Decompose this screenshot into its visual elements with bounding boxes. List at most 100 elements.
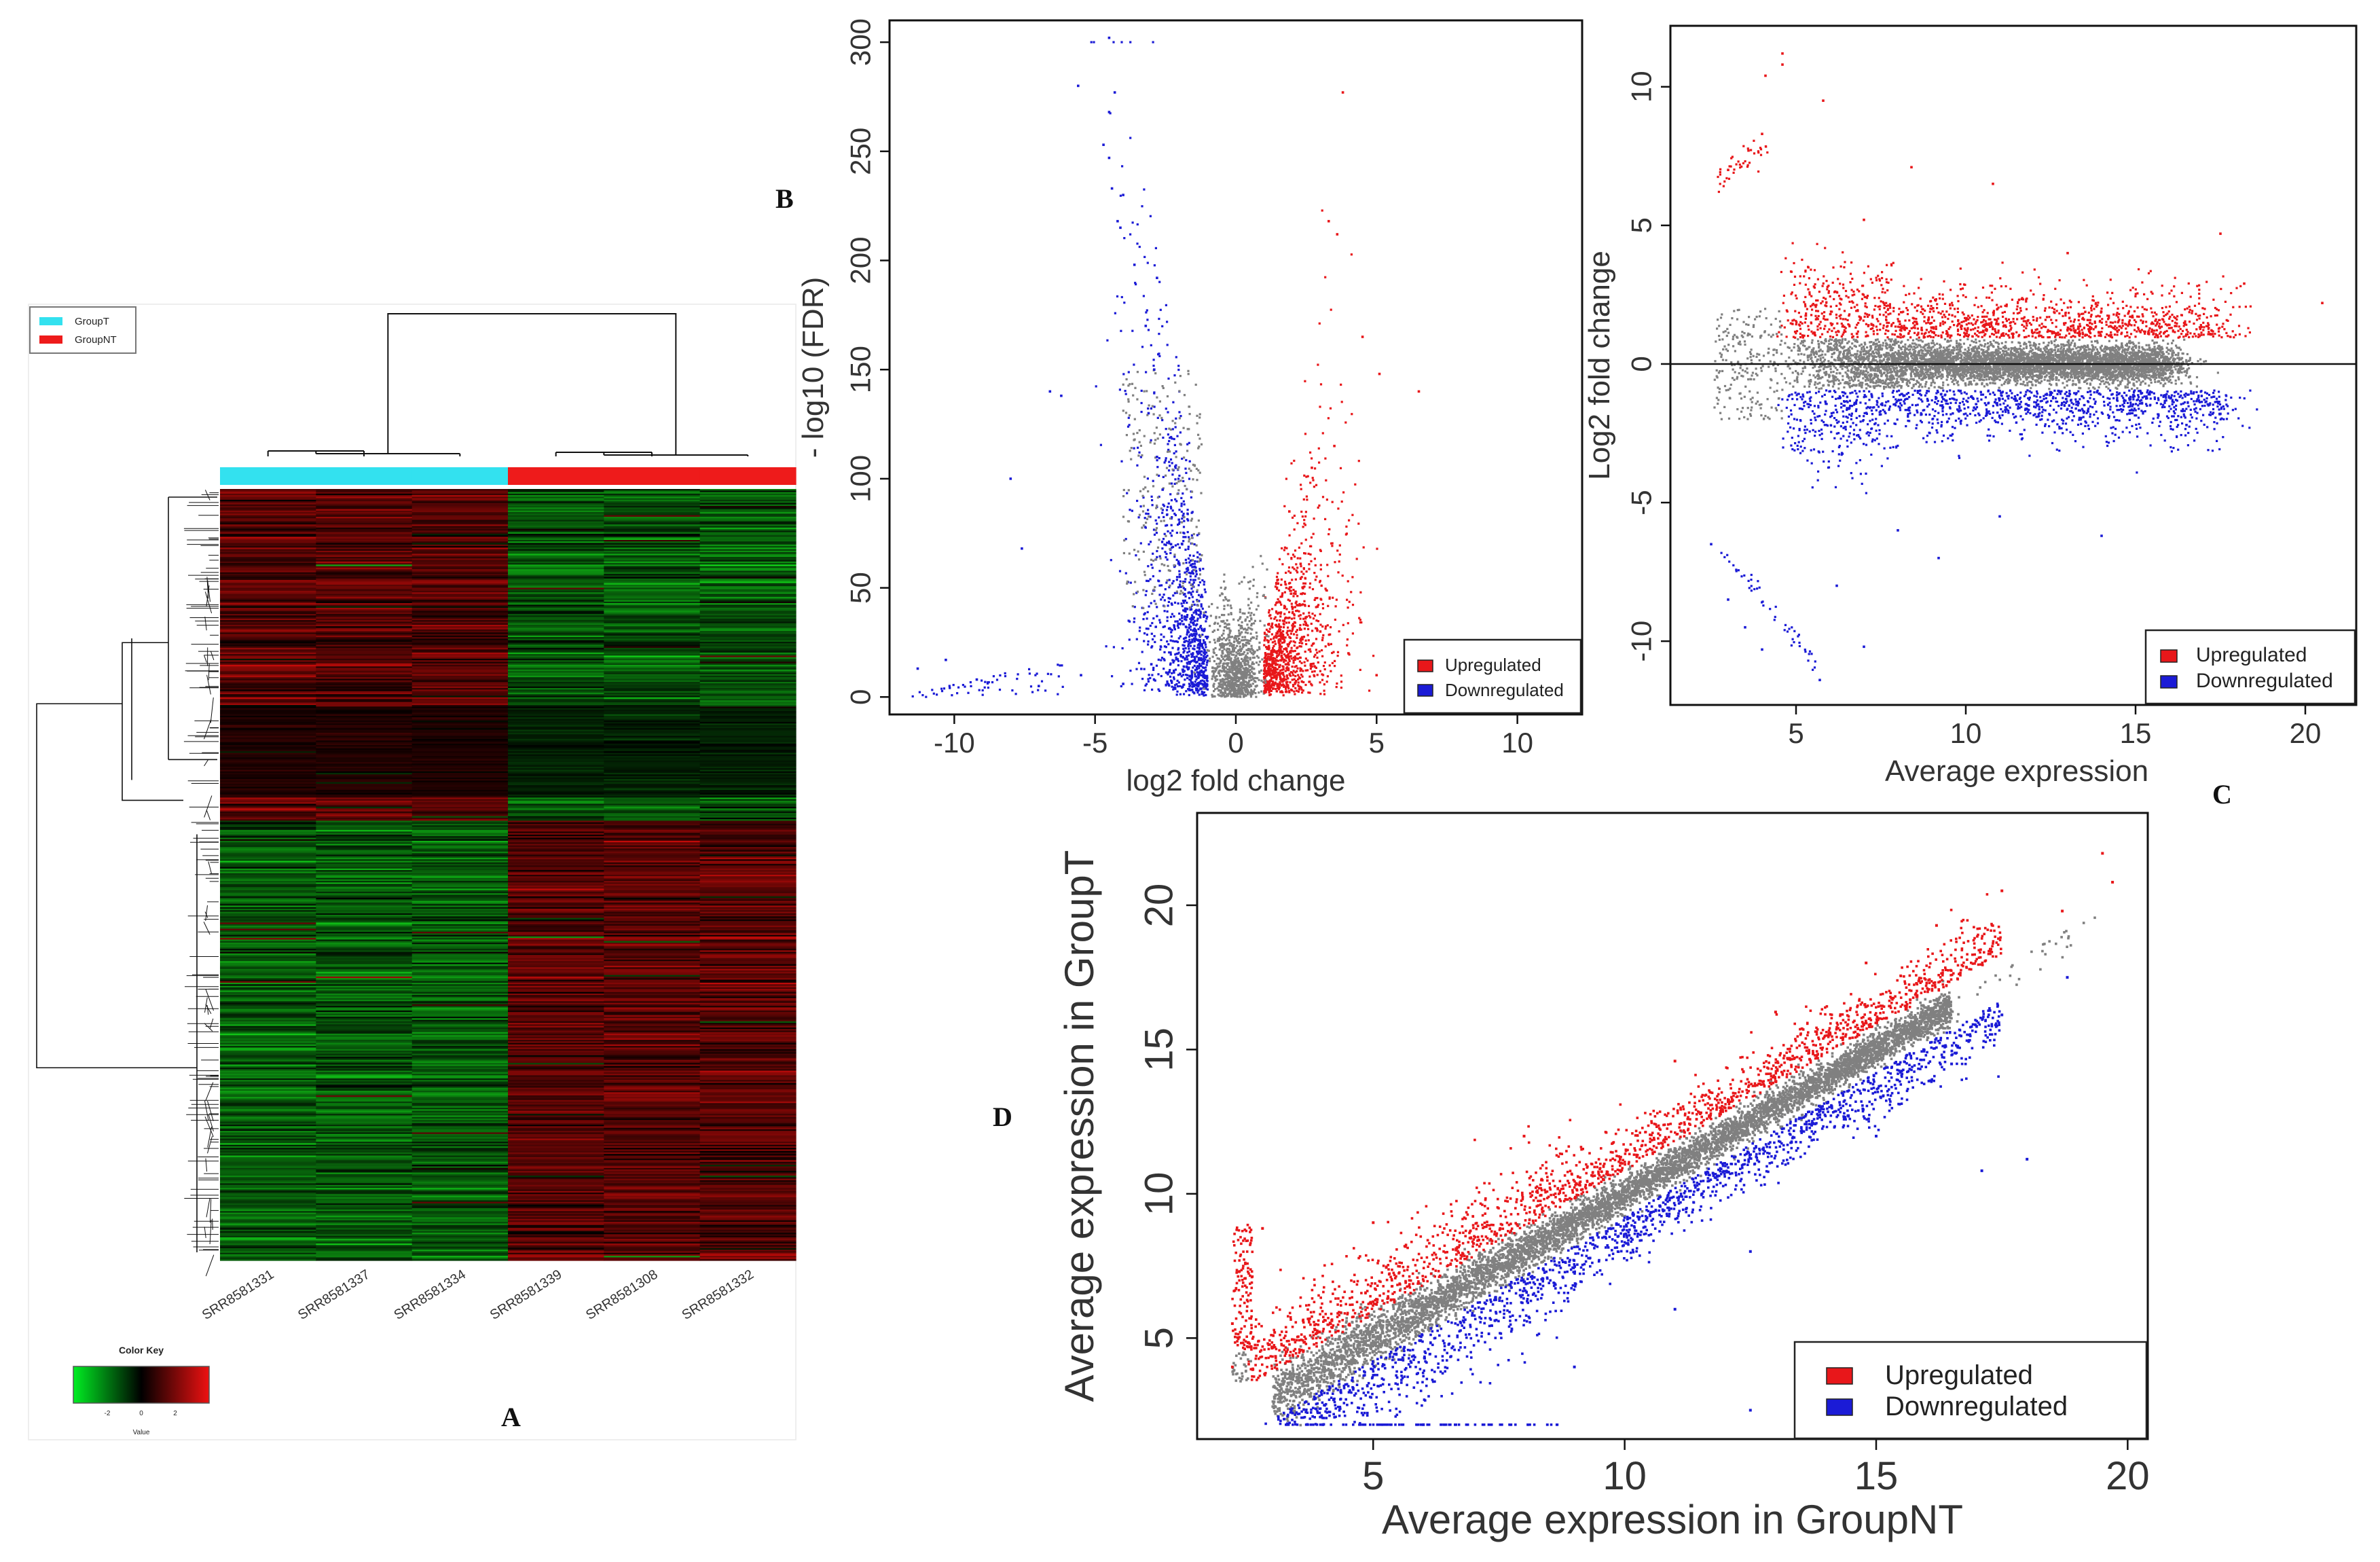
heatmap-cell [508,825,604,828]
b-point [1171,629,1173,632]
heatmap-cell [604,1184,701,1187]
heatmap-cell [508,1132,604,1135]
heatmap-cell [699,1012,797,1015]
b-point [1243,636,1247,638]
heatmap-cell [316,1057,413,1059]
heatmap-cell [604,911,701,914]
heatmap-cell [220,831,316,834]
heatmap-cell [220,1019,316,1022]
heatmap-cell [411,1080,509,1083]
heatmap-cell [604,837,701,840]
heatmap-cell [411,1126,509,1129]
heatmap-cell [316,560,413,562]
heatmap-cell [508,529,604,531]
heatmap-cell [604,810,701,812]
heatmap-cell [220,1183,316,1186]
heatmap-cell [411,578,509,581]
heatmap-cell [508,615,604,618]
b-point [1212,684,1215,687]
heatmap-cell [604,983,701,985]
heatmap-cell [699,998,797,1000]
heatmap-cell [699,564,797,567]
heatmap-cell [411,1143,509,1146]
heatmap-cell [411,817,509,820]
heatmap-cell [411,1115,509,1118]
heatmap-cell [699,813,797,815]
b-point [1283,648,1285,651]
heatmap-cell [604,915,701,917]
heatmap-cell [316,827,413,829]
dendrogram-branch [209,1220,212,1245]
heatmap-cell [316,762,413,765]
heatmap-cell [699,875,797,877]
heatmap-cell [604,1036,701,1039]
heatmap-cell [604,992,701,994]
heatmap-cell [604,813,701,815]
heatmap-cell [699,634,797,636]
heatmap-cell [604,739,701,741]
b-point [1180,602,1183,605]
heatmap-cell [699,674,797,676]
b-point [1139,505,1142,508]
dendrogram-branch [210,697,214,723]
heatmap-cell [220,649,316,652]
heatmap-cell [604,1165,701,1167]
heatmap-cell [411,1035,509,1038]
b-point [1328,533,1330,536]
heatmap-cell [508,945,604,948]
heatmap-cell [316,618,413,621]
b-point [1253,668,1256,670]
heatmap-cell [508,752,604,755]
heatmap-cell [316,1150,413,1153]
heatmap-cell [508,779,604,782]
b-point [1184,578,1187,581]
heatmap-cell [411,556,509,559]
heatmap-cell [508,581,604,584]
b-point [1276,685,1279,687]
b-point [1252,663,1255,666]
heatmap-cell [699,925,797,928]
heatmap-cell [220,539,316,542]
b-point [1302,689,1304,692]
heatmap-cell [316,955,413,958]
heatmap-cell [411,1228,509,1231]
b-point [1247,611,1250,614]
heatmap-cell [699,555,797,558]
heatmap-cell [508,811,604,814]
heatmap-cell [604,790,701,792]
heatmap-cell [699,916,797,919]
b-point [1196,671,1198,674]
heatmap-cell [604,661,701,664]
b-point [1149,676,1152,680]
heatmap-cell [316,516,413,519]
heatmap-cell [316,1027,413,1030]
heatmap-cell [508,649,604,652]
heatmap-cell [411,603,509,605]
heatmap-cell [220,1171,316,1174]
heatmap-cell [411,959,509,962]
heatmap-cell [411,604,509,607]
heatmap-cell [316,509,413,511]
b-point [1148,605,1150,608]
heatmap-cell [699,1174,797,1176]
heatmap-cell [508,870,604,873]
heatmap-cell [604,601,701,604]
heatmap-cell [316,1035,413,1038]
heatmap-cell [508,959,604,962]
heatmap-cell [604,1120,701,1123]
heatmap-cell [316,505,413,508]
heatmap-cell [220,660,316,663]
heatmap-cell [699,759,797,761]
heatmap-cell [220,544,316,547]
heatmap-cell [220,757,316,760]
b-point [1294,687,1297,689]
heatmap-cell [220,807,316,809]
heatmap-cell [220,648,316,650]
heatmap-cell [411,1116,509,1119]
heatmap-cell [699,1095,797,1097]
heatmap-cell [604,1235,701,1238]
heatmap-cell [220,674,316,676]
heatmap-cell [316,1131,413,1133]
b-point [1200,605,1203,608]
dendrogram-branch [205,1254,215,1277]
